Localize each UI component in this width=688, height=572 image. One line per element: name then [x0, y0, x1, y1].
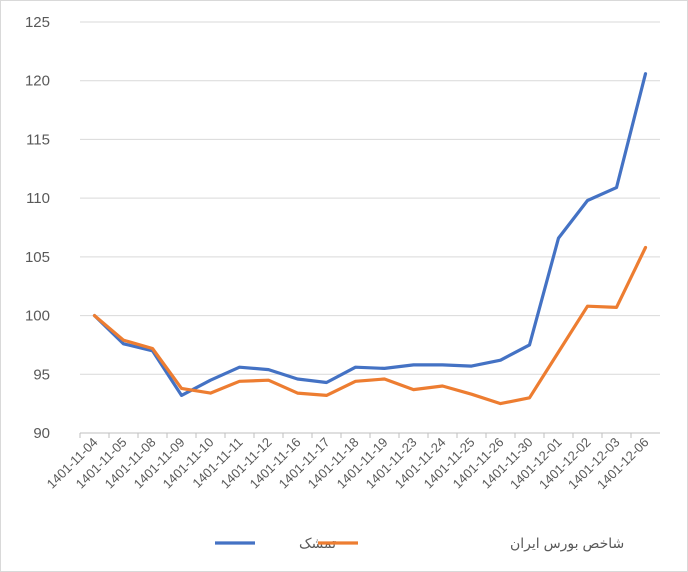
gridlines — [79, 21, 660, 438]
y-tick-label: 90 — [33, 425, 50, 442]
series-lines — [92, 72, 648, 406]
legend: تمشک شاخص بورس ایران — [215, 535, 624, 552]
y-axis-ticks: 90 95 100 105 110 115 120 125 — [25, 14, 50, 442]
y-tick-label: 115 — [26, 131, 50, 148]
series-line-1 — [92, 245, 648, 406]
y-tick-label: 120 — [25, 73, 50, 90]
y-tick-label: 100 — [25, 308, 50, 325]
legend-label-1: شاخص بورس ایران — [510, 535, 624, 552]
x-axis-ticks: 1401-11-041401-11-051401-11-081401-11-09… — [44, 435, 652, 493]
y-tick-label: 125 — [25, 14, 50, 31]
series-line-0 — [92, 72, 648, 397]
legend-label-0: تمشک — [299, 535, 336, 551]
y-tick-label: 105 — [25, 249, 50, 266]
y-tick-label: 110 — [26, 190, 50, 207]
y-tick-label: 95 — [33, 366, 50, 383]
